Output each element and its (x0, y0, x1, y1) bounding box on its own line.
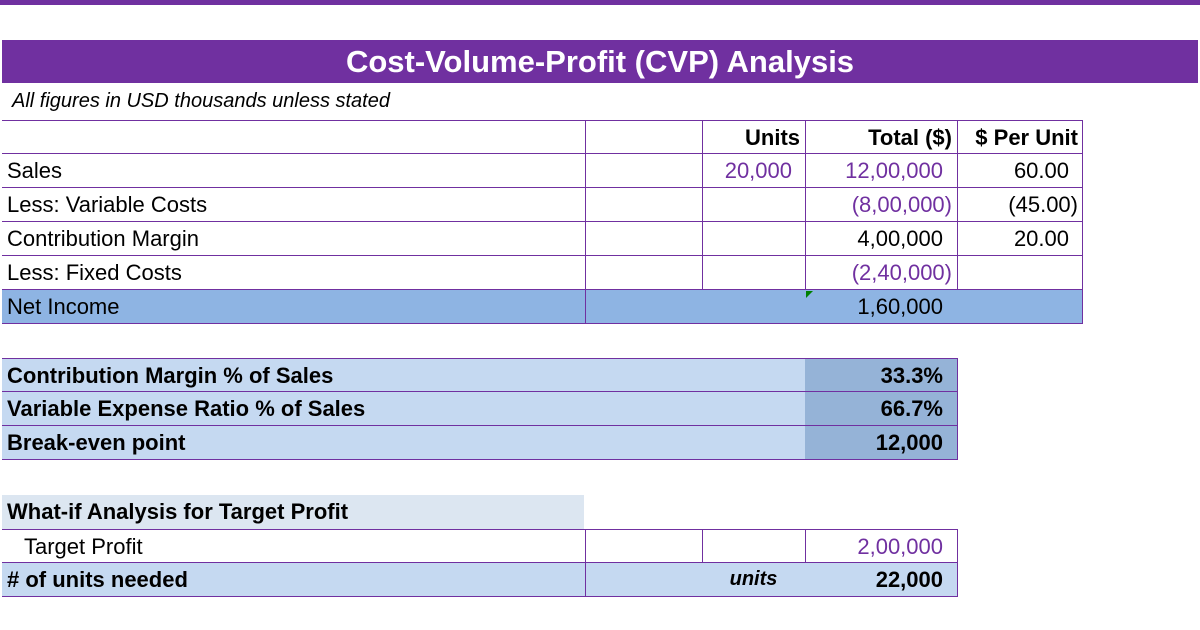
sheet-subtitle[interactable]: All figures in USD thousands unless stat… (12, 90, 390, 112)
row-contribution-margin-total[interactable]: 4,00,000 (805, 222, 958, 256)
whatif-target-profit-label[interactable]: Target Profit (2, 529, 586, 563)
row-net-income-total[interactable]: 1,60,000 (805, 290, 958, 324)
whatif-heading[interactable]: What-if Analysis for Target Profit (2, 495, 584, 529)
row-variable-costs-total[interactable]: (8,00,000) (805, 188, 958, 222)
row-net-income-empty[interactable] (585, 290, 703, 324)
row-contribution-margin-per-unit[interactable]: 20.00 (957, 222, 1083, 256)
row-sales-empty[interactable] (585, 154, 703, 188)
whatif-units-needed-label[interactable]: # of units needed (2, 563, 586, 597)
ratio-break-even-label[interactable]: Break-even point (2, 426, 806, 460)
row-contribution-margin-empty[interactable] (585, 222, 703, 256)
row-net-income-units[interactable] (702, 290, 806, 324)
row-fixed-costs-units[interactable] (702, 256, 806, 290)
row-variable-costs-label[interactable]: Less: Variable Costs (2, 188, 586, 222)
row-contribution-margin-label[interactable]: Contribution Margin (2, 222, 586, 256)
row-fixed-costs-label[interactable]: Less: Fixed Costs (2, 256, 586, 290)
row-variable-costs-empty[interactable] (585, 188, 703, 222)
whatif-units-needed-value[interactable]: 22,000 (805, 563, 958, 597)
row-contribution-margin-units[interactable] (702, 222, 806, 256)
row-sales-units[interactable]: 20,000 (702, 154, 806, 188)
whatif-target-profit-empty-2[interactable] (702, 529, 806, 563)
row-fixed-costs-empty[interactable] (585, 256, 703, 290)
whatif-units-needed-unit[interactable]: units (702, 563, 806, 597)
header-total[interactable]: Total ($) (805, 120, 958, 154)
whatif-units-needed-empty[interactable] (585, 563, 703, 597)
top-accent-strip (0, 0, 1200, 5)
row-variable-costs-per-unit[interactable]: (45.00) (957, 188, 1083, 222)
ratio-variable-expense-value[interactable]: 66.7% (805, 392, 958, 426)
whatif-target-profit-value[interactable]: 2,00,000 (805, 529, 958, 563)
row-net-income-label[interactable]: Net Income (2, 290, 586, 324)
whatif-target-profit-empty[interactable] (585, 529, 703, 563)
ratio-cm-percent-label[interactable]: Contribution Margin % of Sales (2, 358, 806, 392)
ratio-variable-expense-label[interactable]: Variable Expense Ratio % of Sales (2, 392, 806, 426)
row-net-income-per-unit[interactable] (957, 290, 1083, 324)
header-empty-cell[interactable] (585, 120, 703, 154)
row-variable-costs-units[interactable] (702, 188, 806, 222)
ratio-cm-percent-value[interactable]: 33.3% (805, 358, 958, 392)
row-fixed-costs-total[interactable]: (2,40,000) (805, 256, 958, 290)
ratio-break-even-value[interactable]: 12,000 (805, 426, 958, 460)
row-sales-per-unit[interactable]: 60.00 (957, 154, 1083, 188)
row-fixed-costs-per-unit[interactable] (957, 256, 1083, 290)
header-label-cell[interactable] (2, 120, 586, 154)
header-per-unit[interactable]: $ Per Unit (957, 120, 1083, 154)
cell-error-indicator-icon (806, 291, 813, 298)
row-sales-label[interactable]: Sales (2, 154, 586, 188)
row-sales-total[interactable]: 12,00,000 (805, 154, 958, 188)
header-units[interactable]: Units (702, 120, 806, 154)
sheet-title[interactable]: Cost-Volume-Profit (CVP) Analysis (2, 40, 1198, 83)
